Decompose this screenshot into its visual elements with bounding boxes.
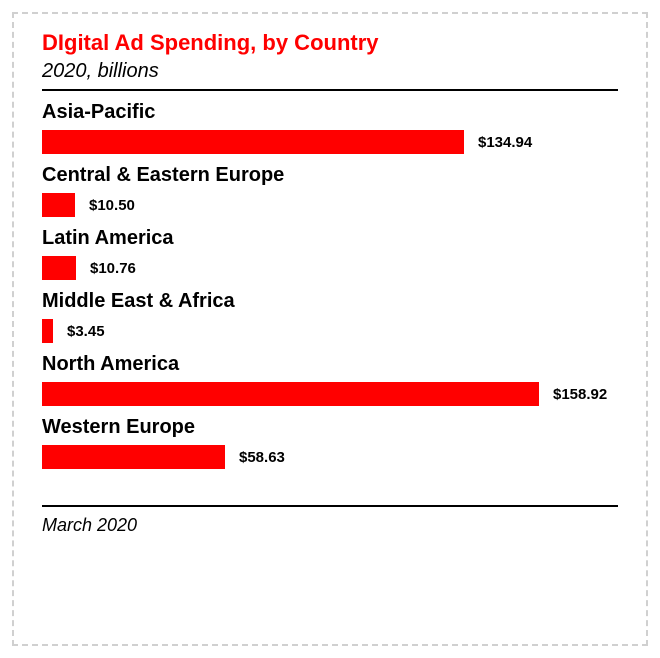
bar-line: $10.76 bbox=[42, 256, 618, 280]
bar-value: $10.50 bbox=[89, 197, 135, 214]
bar bbox=[42, 193, 75, 217]
bar-value: $158.92 bbox=[553, 386, 607, 403]
bar-line: $58.63 bbox=[42, 445, 618, 469]
bar-value: $134.94 bbox=[478, 134, 532, 151]
bar-line: $3.45 bbox=[42, 319, 618, 343]
bar bbox=[42, 256, 76, 280]
top-rule bbox=[42, 89, 618, 91]
chart-title: DIgital Ad Spending, by Country bbox=[42, 30, 618, 56]
bar-row: North America $158.92 bbox=[42, 353, 618, 406]
bar bbox=[42, 382, 539, 406]
chart-card: DIgital Ad Spending, by Country 2020, bi… bbox=[12, 12, 648, 646]
bar-label: Asia-Pacific bbox=[42, 101, 618, 124]
bottom-rule bbox=[42, 505, 618, 507]
bar-row: Middle East & Africa $3.45 bbox=[42, 290, 618, 343]
bar-label: Latin America bbox=[42, 227, 618, 250]
bar bbox=[42, 130, 464, 154]
bar-row: Central & Eastern Europe $10.50 bbox=[42, 164, 618, 217]
bar-row: Asia-Pacific $134.94 bbox=[42, 101, 618, 154]
bar-line: $158.92 bbox=[42, 382, 618, 406]
bar-label: Central & Eastern Europe bbox=[42, 164, 618, 187]
bar-rows: Asia-Pacific $134.94 Central & Eastern Eur… bbox=[42, 101, 618, 469]
bar-line: $10.50 bbox=[42, 193, 618, 217]
bar-row: Western Europe $58.63 bbox=[42, 416, 618, 469]
bar bbox=[42, 445, 225, 469]
bar bbox=[42, 319, 53, 343]
bar-line: $134.94 bbox=[42, 130, 618, 154]
bar-value: $58.63 bbox=[239, 449, 285, 466]
bar-label: Middle East & Africa bbox=[42, 290, 618, 313]
bar-label: Western Europe bbox=[42, 416, 618, 439]
bar-value: $3.45 bbox=[67, 323, 105, 340]
chart-footer: March 2020 bbox=[42, 515, 618, 536]
chart-subtitle: 2020, billions bbox=[42, 60, 618, 83]
bar-row: Latin America $10.76 bbox=[42, 227, 618, 280]
bar-label: North America bbox=[42, 353, 618, 376]
bar-value: $10.76 bbox=[90, 260, 136, 277]
